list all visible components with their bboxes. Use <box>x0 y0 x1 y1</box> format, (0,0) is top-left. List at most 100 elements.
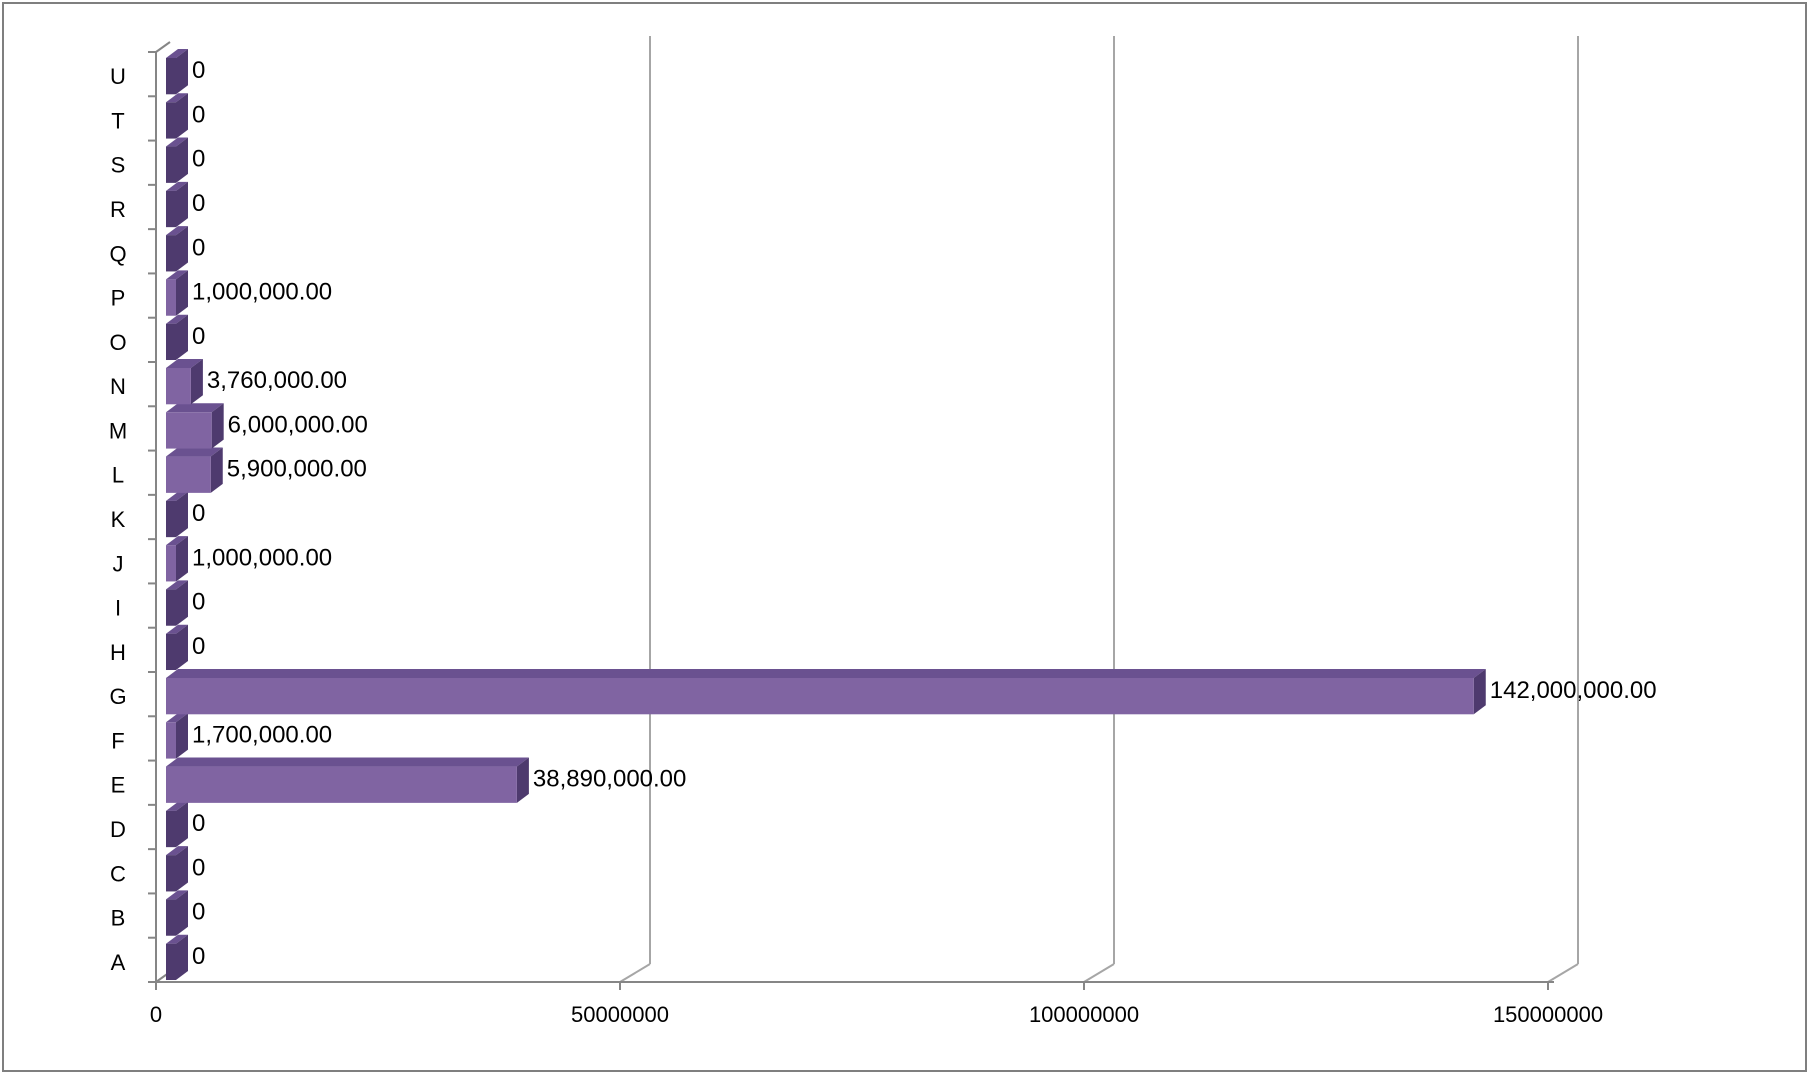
bar-top <box>166 314 188 324</box>
gridline-floor <box>619 963 651 983</box>
data-label: 0 <box>192 101 205 128</box>
axes <box>148 41 1554 990</box>
bar <box>166 500 176 538</box>
data-label: 38,890,000.00 <box>533 766 686 793</box>
bar-side <box>516 757 529 803</box>
category-label: Q <box>109 241 126 266</box>
bar-top <box>166 713 188 723</box>
bar-top <box>166 536 188 546</box>
category-label: H <box>110 640 126 665</box>
bar-side <box>176 713 188 759</box>
x-tick-label: 150000000 <box>1493 1002 1603 1027</box>
labels: 0 50000000 100000000 150000000 A 0 B 0 C 0 D 0 E 38,8… <box>109 57 1657 1027</box>
data-label: 0 <box>192 943 205 970</box>
bars <box>166 48 1486 981</box>
category-label: U <box>110 64 126 89</box>
bar-top <box>166 270 188 280</box>
bar-side <box>176 890 188 936</box>
bar <box>166 677 1474 715</box>
category-label: N <box>110 374 126 399</box>
gridline-floor <box>1083 963 1115 983</box>
bar-top <box>166 137 188 147</box>
category-label: G <box>109 684 126 709</box>
data-label: 1,000,000.00 <box>192 544 332 571</box>
bar-top <box>166 801 188 811</box>
bar-side <box>176 270 188 316</box>
data-label: 0 <box>192 234 205 261</box>
bar-side <box>176 48 188 95</box>
bar <box>166 146 176 183</box>
category-label: F <box>111 728 124 753</box>
category-label: K <box>111 507 126 532</box>
gridlines <box>619 36 1579 983</box>
category-label: S <box>111 153 126 178</box>
bar <box>166 412 212 449</box>
bar-side <box>176 580 188 626</box>
bar-side <box>176 93 188 139</box>
bar <box>166 589 176 626</box>
bar <box>166 943 176 981</box>
data-label: 0 <box>192 57 205 84</box>
bar-side <box>176 137 188 183</box>
category-label: O <box>109 330 126 355</box>
bar-side <box>176 934 188 981</box>
bar-side <box>190 358 203 405</box>
bar-top <box>166 226 188 236</box>
data-label: 0 <box>192 810 205 837</box>
category-label: E <box>111 773 126 798</box>
bar-side <box>1473 668 1486 715</box>
bar <box>166 323 176 361</box>
bar-top <box>166 846 188 856</box>
data-label: 0 <box>192 323 205 350</box>
bar <box>166 367 191 405</box>
data-label: 1,700,000.00 <box>192 721 332 748</box>
bar-top <box>166 890 188 900</box>
bar-top <box>166 624 188 634</box>
bar <box>166 722 176 759</box>
bar-top <box>166 580 188 590</box>
bar-top <box>166 447 223 457</box>
bar-side <box>211 403 224 449</box>
category-label: P <box>111 286 126 311</box>
bar <box>166 545 176 582</box>
bar-top <box>166 48 188 58</box>
bar-top <box>166 358 203 368</box>
bar <box>166 766 517 803</box>
bar-side <box>176 314 188 361</box>
bar-side <box>176 536 188 582</box>
bar-side <box>176 846 188 892</box>
bar <box>166 855 176 892</box>
bar-top <box>166 403 224 413</box>
bar-side <box>210 447 223 493</box>
bar-top <box>166 93 188 103</box>
data-label: 0 <box>192 500 205 527</box>
category-label: I <box>115 596 121 621</box>
category-label: D <box>110 817 126 842</box>
data-label: 3,760,000.00 <box>207 367 347 394</box>
bar <box>166 456 211 493</box>
bar <box>166 810 176 848</box>
data-label: 6,000,000.00 <box>228 411 368 438</box>
bar-side <box>176 801 188 848</box>
category-label: R <box>110 197 126 222</box>
bar <box>166 899 176 936</box>
data-label: 0 <box>192 899 205 926</box>
data-label: 142,000,000.00 <box>1490 677 1657 704</box>
bar <box>166 57 176 95</box>
bar <box>166 102 176 139</box>
category-label: C <box>110 861 126 886</box>
category-label: M <box>109 418 127 443</box>
bar <box>166 235 176 272</box>
gridline-floor <box>1547 963 1579 983</box>
data-label: 1,000,000.00 <box>192 279 332 306</box>
bar-side <box>176 624 188 671</box>
bar-side <box>176 226 188 272</box>
category-label: L <box>112 463 124 488</box>
x-tick-label: 0 <box>150 1002 162 1027</box>
bar-top <box>166 491 188 501</box>
bar <box>166 279 176 316</box>
bar-side <box>176 181 188 228</box>
category-label: J <box>113 551 124 576</box>
category-label: A <box>111 950 126 975</box>
